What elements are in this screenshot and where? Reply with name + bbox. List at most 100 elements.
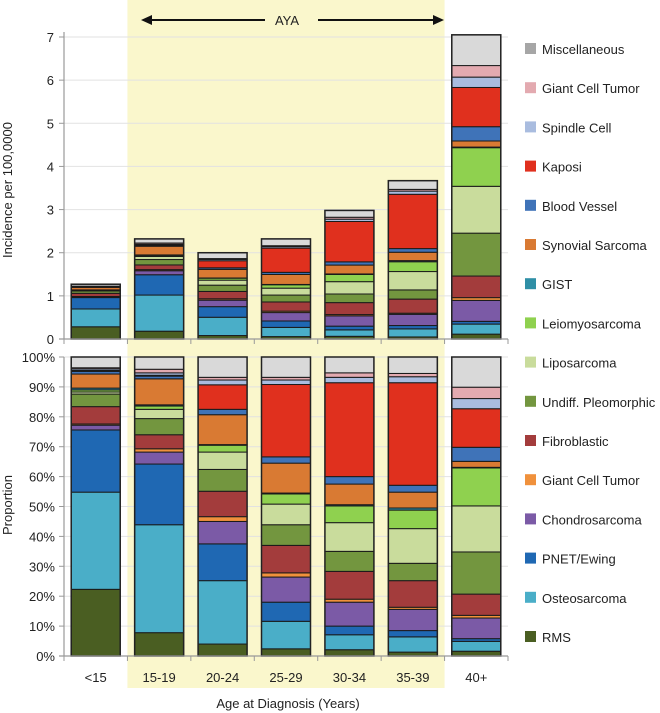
bar-segment: [324, 649, 375, 657]
x-tick-label: 35-39: [396, 670, 429, 685]
bar-segment: [197, 268, 248, 279]
legend-swatch: [525, 435, 536, 446]
bar-segment: [324, 264, 375, 275]
bar-segment: [70, 393, 121, 408]
bar-segment: [197, 384, 248, 410]
bar-segment: [451, 140, 502, 148]
bar-segment: [451, 356, 502, 388]
y-tick-label: 4: [47, 159, 54, 174]
bar-segment: [387, 484, 438, 493]
bar-segment: [324, 220, 375, 263]
bar-segment: [324, 302, 375, 316]
x-tick-labels: <15 15-19 20-24 25-29 30-34 35-39 40+: [85, 670, 488, 685]
legend-item: Liposarcoma: [525, 356, 617, 371]
bar-segment: [134, 463, 185, 526]
legend-swatch: [525, 591, 536, 603]
y-tick-label: 50%: [29, 500, 55, 515]
bar-segment: [134, 264, 185, 271]
bar-segment: [134, 524, 185, 634]
bars-bottom: [70, 356, 502, 657]
bar-segment: [197, 356, 248, 378]
bar-segment: [387, 636, 438, 653]
x-tick-label: <15: [85, 670, 107, 685]
legend-label: GIST: [542, 277, 572, 292]
bar-segment: [451, 593, 502, 616]
y-tick-label: 70%: [29, 440, 55, 455]
legend-swatch: [525, 552, 536, 564]
bar-segment: [197, 643, 248, 657]
bar-segment: [387, 528, 438, 564]
y-tick-label: 100%: [22, 350, 56, 365]
bar-segment: [197, 408, 248, 416]
bar-segment: [197, 414, 248, 446]
bar-segment: [70, 308, 121, 328]
bar-segment: [70, 429, 121, 493]
y-tick-label: 5: [47, 116, 54, 131]
y-ticks-bottom: 0% 10% 20% 30% 40% 50% 60% 70% 80% 90% 100%: [22, 350, 64, 664]
legend-item: Miscellaneous: [525, 42, 625, 57]
bar-segment: [134, 330, 185, 340]
bar-segment: [324, 522, 375, 552]
y-tick-label: 6: [47, 73, 54, 88]
x-tick-label: 15-19: [143, 670, 176, 685]
bars-top: [70, 34, 502, 340]
x-axis-title: Age at Diagnosis (Years): [216, 696, 359, 711]
bar-segment: [134, 378, 185, 406]
bar-segment: [261, 379, 311, 386]
bar-segment: [387, 328, 438, 338]
bar-segment: [451, 460, 502, 468]
bar-segment: [451, 86, 502, 128]
bar-segment: [324, 601, 375, 627]
bar-segment: [324, 634, 375, 651]
legend-label: Giant Cell Tumor: [542, 81, 640, 96]
bar-segment: [387, 251, 438, 262]
legend-swatch: [525, 278, 536, 290]
legend-swatch: [525, 239, 536, 250]
bar-segment: [197, 279, 248, 286]
bar-stack-bottom: [387, 356, 439, 657]
y-tick-label: 10%: [29, 619, 55, 634]
bar-segment: [134, 270, 185, 276]
bar-segment: [387, 630, 438, 638]
bar-stack-top: [260, 238, 312, 340]
bar-segment: [261, 572, 311, 578]
bar-segment: [261, 384, 311, 458]
bar-segment: [451, 408, 502, 448]
legend: Miscellaneous Giant Cell Tumor Spindle Cel…: [525, 42, 656, 645]
aya-label: AYA: [275, 13, 299, 28]
bar-segment: [197, 520, 248, 545]
bar-segment: [387, 261, 438, 273]
bar-segment: [324, 315, 375, 327]
bar-segment: [387, 248, 438, 253]
bar-segment: [197, 306, 248, 318]
legend-label: Leiomyosarcoma: [542, 316, 642, 331]
bar-segment: [387, 180, 438, 190]
bar-segment: [451, 617, 502, 640]
bar-segment: [197, 468, 248, 492]
bar-segment: [134, 434, 185, 450]
legend-swatch: [525, 121, 536, 133]
bar-segment: [451, 323, 502, 335]
legend-label: RMS: [542, 630, 571, 645]
x-tick-label: 20-24: [206, 670, 239, 685]
legend-item: Osteosarcoma: [525, 591, 627, 606]
bar-segment: [197, 379, 248, 386]
legend-item: Blood Vessel: [525, 199, 617, 214]
legend-swatch: [525, 395, 536, 407]
legend-label: PNET/Ewing: [542, 552, 616, 567]
legend-swatch: [525, 160, 536, 172]
legend-label: Chondrosarcoma: [542, 512, 642, 527]
bar-segment: [197, 260, 248, 269]
bar-segment: [387, 193, 438, 250]
bar-segment: [197, 284, 248, 292]
legend-swatch: [525, 356, 536, 368]
bar-segment: [261, 301, 311, 312]
bar-segment: [324, 550, 375, 572]
y-tick-label: 2: [47, 246, 54, 261]
axes: [59, 32, 509, 661]
bar-segment: [451, 232, 502, 277]
bar-segment: [324, 356, 375, 374]
legend-item: Giant Cell Tumor: [525, 81, 640, 96]
bar-segment: [70, 424, 121, 431]
